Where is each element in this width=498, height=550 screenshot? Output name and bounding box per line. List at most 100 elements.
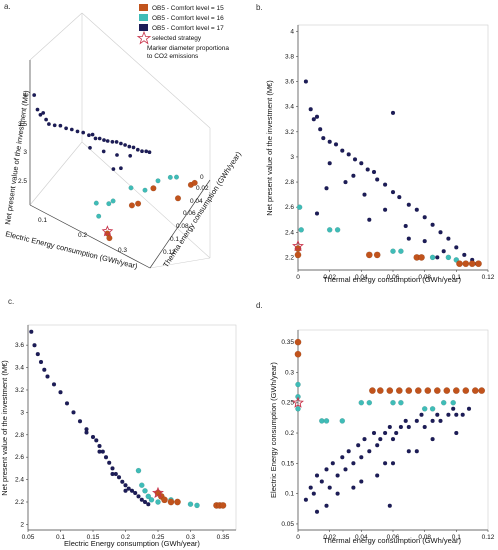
panel-c-point — [97, 449, 102, 454]
panel-d-point — [346, 449, 351, 454]
panel-d-point — [386, 387, 394, 394]
panel-d-point — [390, 399, 396, 406]
panel-b-xtick: 0.08 — [418, 274, 431, 281]
panel-d-frame — [297, 329, 489, 531]
legend-label-17: OB5 - Comfort level = 17 — [152, 25, 224, 32]
panel-a-point — [38, 112, 43, 117]
panel-d-point — [366, 399, 373, 406]
panel-b-point — [462, 252, 467, 258]
panel-d-point — [471, 387, 479, 394]
legend: OB5 - Comfort level = 15 OB5 - Comfort l… — [136, 4, 229, 60]
panel-b-point — [390, 248, 396, 254]
panel-c-ytick: 3 — [20, 409, 24, 416]
panel-b-ytick: 2.6 — [285, 204, 294, 211]
panel-a-point — [46, 122, 51, 127]
panel-a-point — [102, 138, 106, 143]
panel-d-xtick: 0.12 — [482, 534, 495, 541]
panel-b-point — [441, 249, 446, 254]
panel-c-point — [35, 351, 40, 357]
panel-c-point — [139, 497, 144, 502]
panel-d-point — [335, 491, 340, 496]
panel-d-point — [358, 399, 365, 406]
panel-d-point — [295, 406, 301, 412]
panel-c-ytick: 2.2 — [15, 499, 24, 506]
panel-a-point — [58, 123, 63, 128]
panel-a-point — [110, 139, 115, 144]
panel-a-point — [135, 200, 142, 207]
panel-d-point — [478, 387, 486, 394]
panel-a-point — [167, 174, 173, 180]
panel-c-point — [129, 488, 135, 493]
panel-b-point — [398, 248, 404, 254]
panel-b-point — [327, 139, 332, 144]
panel-d-point — [369, 387, 376, 394]
legend-note-2: to CO2 emissions — [147, 53, 199, 60]
panel-a-ztick: 3 — [23, 149, 27, 156]
panel-b-ytick: 4 — [290, 28, 294, 35]
panel-a-point — [75, 129, 80, 134]
panel-b-label: b. — [256, 3, 263, 12]
panel-b-point — [296, 204, 303, 210]
panel-b-point — [438, 230, 443, 235]
panel-c-point — [142, 499, 148, 505]
panel-d-point — [359, 455, 364, 460]
panel-a-xtick: 0.3 — [118, 247, 127, 254]
panel-b-ytick: 3.2 — [285, 129, 294, 136]
panel-d-point — [414, 449, 419, 454]
panel-d-ytick: 0.35 — [281, 339, 294, 346]
panel-b-ytick: 2.4 — [285, 229, 294, 236]
panel-c-point — [120, 479, 125, 484]
panel-d-ticks: 0 0.02 0.04 0.06 0.08 0.1 0.12 0.05 0.1 0.15 0.2 0.… — [281, 339, 494, 541]
panel-b-point — [324, 186, 329, 191]
panel-a-point — [115, 153, 119, 157]
panel-c-point — [51, 382, 57, 387]
panel-b-ytick: 3 — [290, 154, 294, 161]
panel-b-point — [468, 260, 476, 268]
panel-c-ylabel: Net present value of the investment (M€) — [0, 360, 9, 496]
panel-c-point — [139, 482, 145, 488]
panel-d-point — [351, 461, 356, 466]
panel-d-point — [371, 430, 377, 436]
panel-a-point — [97, 136, 102, 141]
panel-b-point — [333, 142, 339, 147]
panel-c-point — [90, 434, 96, 440]
panel-b-ylabel: Net present value of the investment (M€) — [265, 80, 274, 216]
panel-b-ytick: 3.4 — [285, 104, 294, 111]
panel-a-ytick: 0.08 — [176, 223, 189, 230]
panel-a-points — [32, 93, 198, 242]
panel-a-point — [140, 149, 144, 154]
panel-a-point — [64, 126, 69, 131]
panel-c-point — [116, 475, 122, 480]
panel-b-point — [365, 167, 370, 172]
panel-b-point — [308, 107, 313, 112]
panel-b-point — [382, 207, 388, 212]
panel-d-point — [378, 436, 383, 442]
panel-d-point — [454, 412, 459, 417]
panel-a-point — [52, 123, 57, 128]
panel-d-point — [438, 418, 443, 424]
panel-a-xtick: 0.1 — [38, 217, 47, 224]
panel-c-xtick: 0.05 — [22, 534, 35, 541]
panel-d-point — [433, 387, 441, 394]
panel-b-xtick: 0.04 — [355, 274, 368, 281]
panel-d-point — [303, 497, 309, 502]
panel-b-point — [456, 260, 463, 268]
panel-a-point — [174, 195, 182, 202]
panel-c-point — [71, 410, 76, 415]
panel-c-point — [133, 490, 138, 496]
panel-d-point — [382, 461, 388, 466]
panel-c-point — [97, 443, 102, 449]
panel-c-selected-star — [152, 486, 164, 499]
panel-c-point — [174, 498, 181, 506]
panel-a-point — [128, 202, 135, 209]
panel-b-point — [326, 227, 333, 233]
panel-a-point — [93, 200, 99, 206]
panel-c-point — [123, 488, 128, 493]
panel-d-point — [375, 473, 380, 478]
panel-b-frame — [297, 24, 489, 271]
panel-d-point — [398, 424, 404, 430]
panel-b-xlabel: Thermal energy consumption (GWh/year) — [323, 275, 461, 284]
panel-b-point — [403, 223, 408, 229]
panel-b-point — [390, 110, 396, 116]
panel-c-xlabel: Electric Energy consumption (GWh/year) — [64, 539, 200, 548]
